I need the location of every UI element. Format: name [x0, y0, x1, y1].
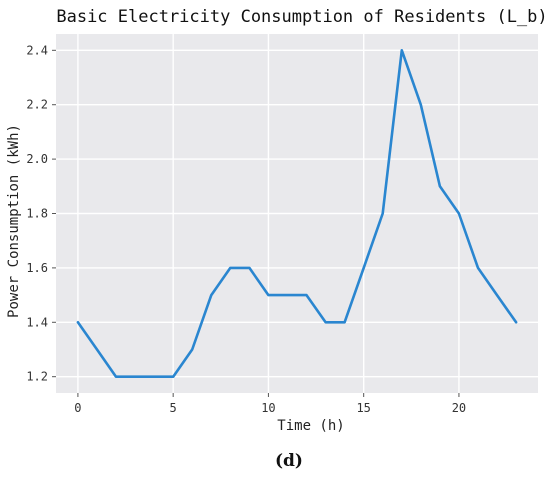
y-tick-label: 1.8 [26, 207, 48, 221]
grid-lines [56, 34, 538, 393]
y-tick-label: 2.4 [26, 43, 48, 57]
y-tick-labels: 1.2 1.4 1.6 1.8 2.0 2.2 2.4 [26, 43, 56, 384]
x-tick-label: 5 [170, 401, 177, 415]
y-tick-label: 2.2 [26, 98, 48, 112]
x-tick-label: 10 [261, 401, 275, 415]
series-line [76, 48, 518, 379]
y-tick-label: 1.4 [26, 315, 48, 329]
x-axis-label: Time (h) [277, 418, 344, 434]
x-tick-labels: 0 5 10 15 20 [74, 393, 466, 415]
x-tick-label: 15 [356, 401, 370, 415]
x-tick-label: 0 [74, 401, 81, 415]
figure-caption: (d) [275, 451, 303, 471]
chart-title: Basic Electricity Consumption of Residen… [56, 7, 547, 27]
y-axis-label: Power Consumption (kWh) [6, 124, 22, 318]
y-tick-label: 1.6 [26, 261, 48, 275]
x-tick-label: 20 [452, 401, 466, 415]
y-tick-label: 1.2 [26, 370, 48, 384]
y-tick-label: 2.0 [26, 152, 48, 166]
series-group [76, 48, 518, 379]
